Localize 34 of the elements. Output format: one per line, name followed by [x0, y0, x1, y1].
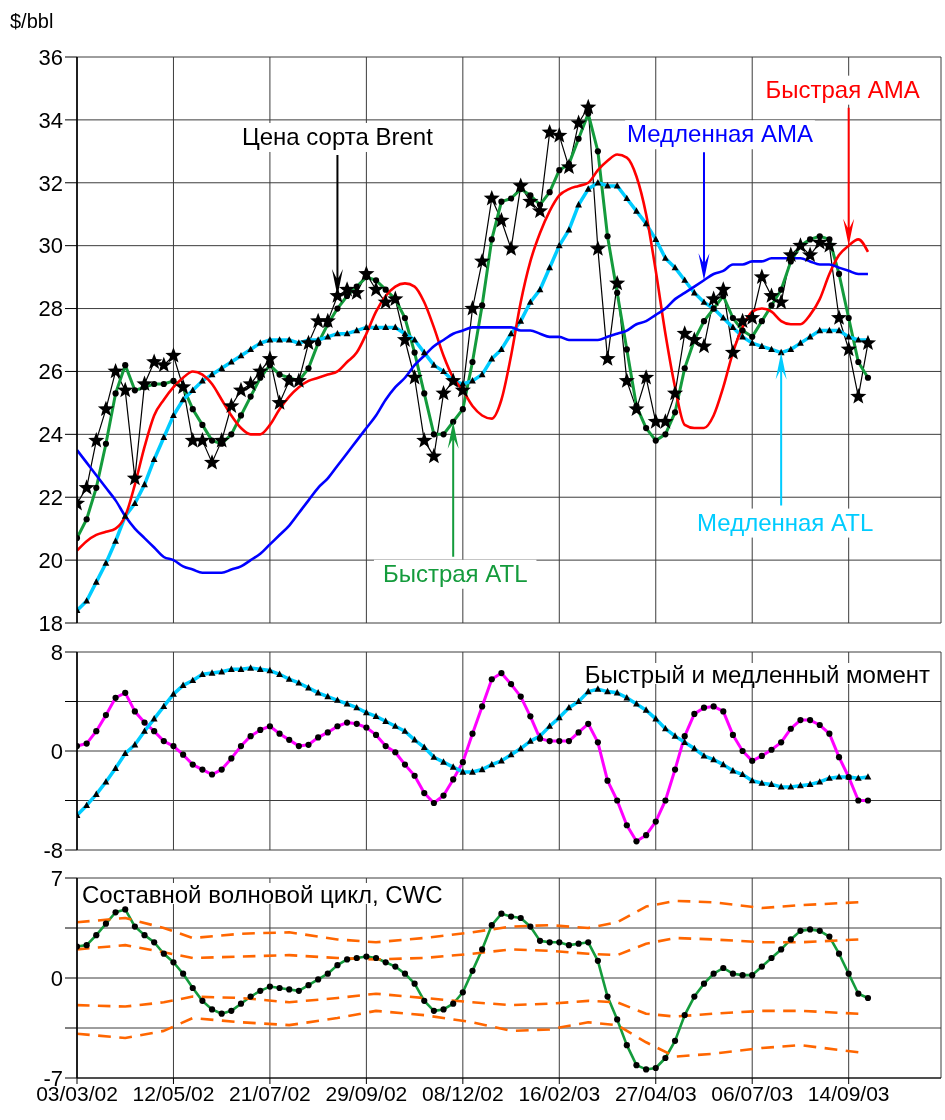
x-tick-label: 08/12/02: [421, 1081, 504, 1105]
y-tick-label: 0: [50, 965, 63, 991]
line-series: [77, 1009, 860, 1058]
text: Медленная AMA: [627, 120, 813, 148]
text: Быстрая ATL: [382, 559, 528, 587]
y-tick-label: 8: [50, 639, 63, 665]
x-tick-label: 12/05/02: [132, 1081, 215, 1105]
y-tick-label: 7: [50, 865, 63, 891]
chart-title: Составной волновой цикл, CWC: [82, 881, 443, 908]
y-tick-label: 24: [38, 422, 63, 448]
text: Цена сорта Brent: [241, 122, 434, 150]
y-tick-label: 36: [38, 44, 63, 70]
y-axis-title: $/bbl: [10, 10, 54, 32]
y-tick-label: 18: [38, 610, 63, 636]
y-tick-label: 30: [38, 233, 63, 259]
x-tick-label: 06/07/03: [711, 1081, 794, 1105]
x-tick-label: 29/09/02: [325, 1081, 408, 1105]
y-tick-label: 20: [38, 547, 63, 573]
x-tick-label: 21/07/02: [229, 1081, 311, 1105]
y-tick-label: 28: [38, 296, 63, 322]
y-tick-label: 32: [38, 170, 63, 196]
x-tick-label: 16/02/03: [518, 1081, 601, 1105]
x-tick-label: 14/09/03: [807, 1081, 890, 1105]
line-series: [77, 936, 860, 961]
y-tick-label: 22: [38, 485, 63, 511]
text: Быстрая AMA: [765, 75, 920, 103]
line-series: [77, 992, 860, 1018]
chart-title: Быстрый и медленный момент: [584, 661, 931, 688]
y-tick-label: -8: [43, 837, 63, 863]
y-tick-label: 0: [50, 738, 63, 764]
x-tick-label: 27/04/03: [614, 1081, 697, 1105]
text: Медленная ATL: [697, 508, 874, 536]
y-tick-label: 26: [38, 359, 63, 385]
y-tick-label: 34: [38, 107, 63, 133]
